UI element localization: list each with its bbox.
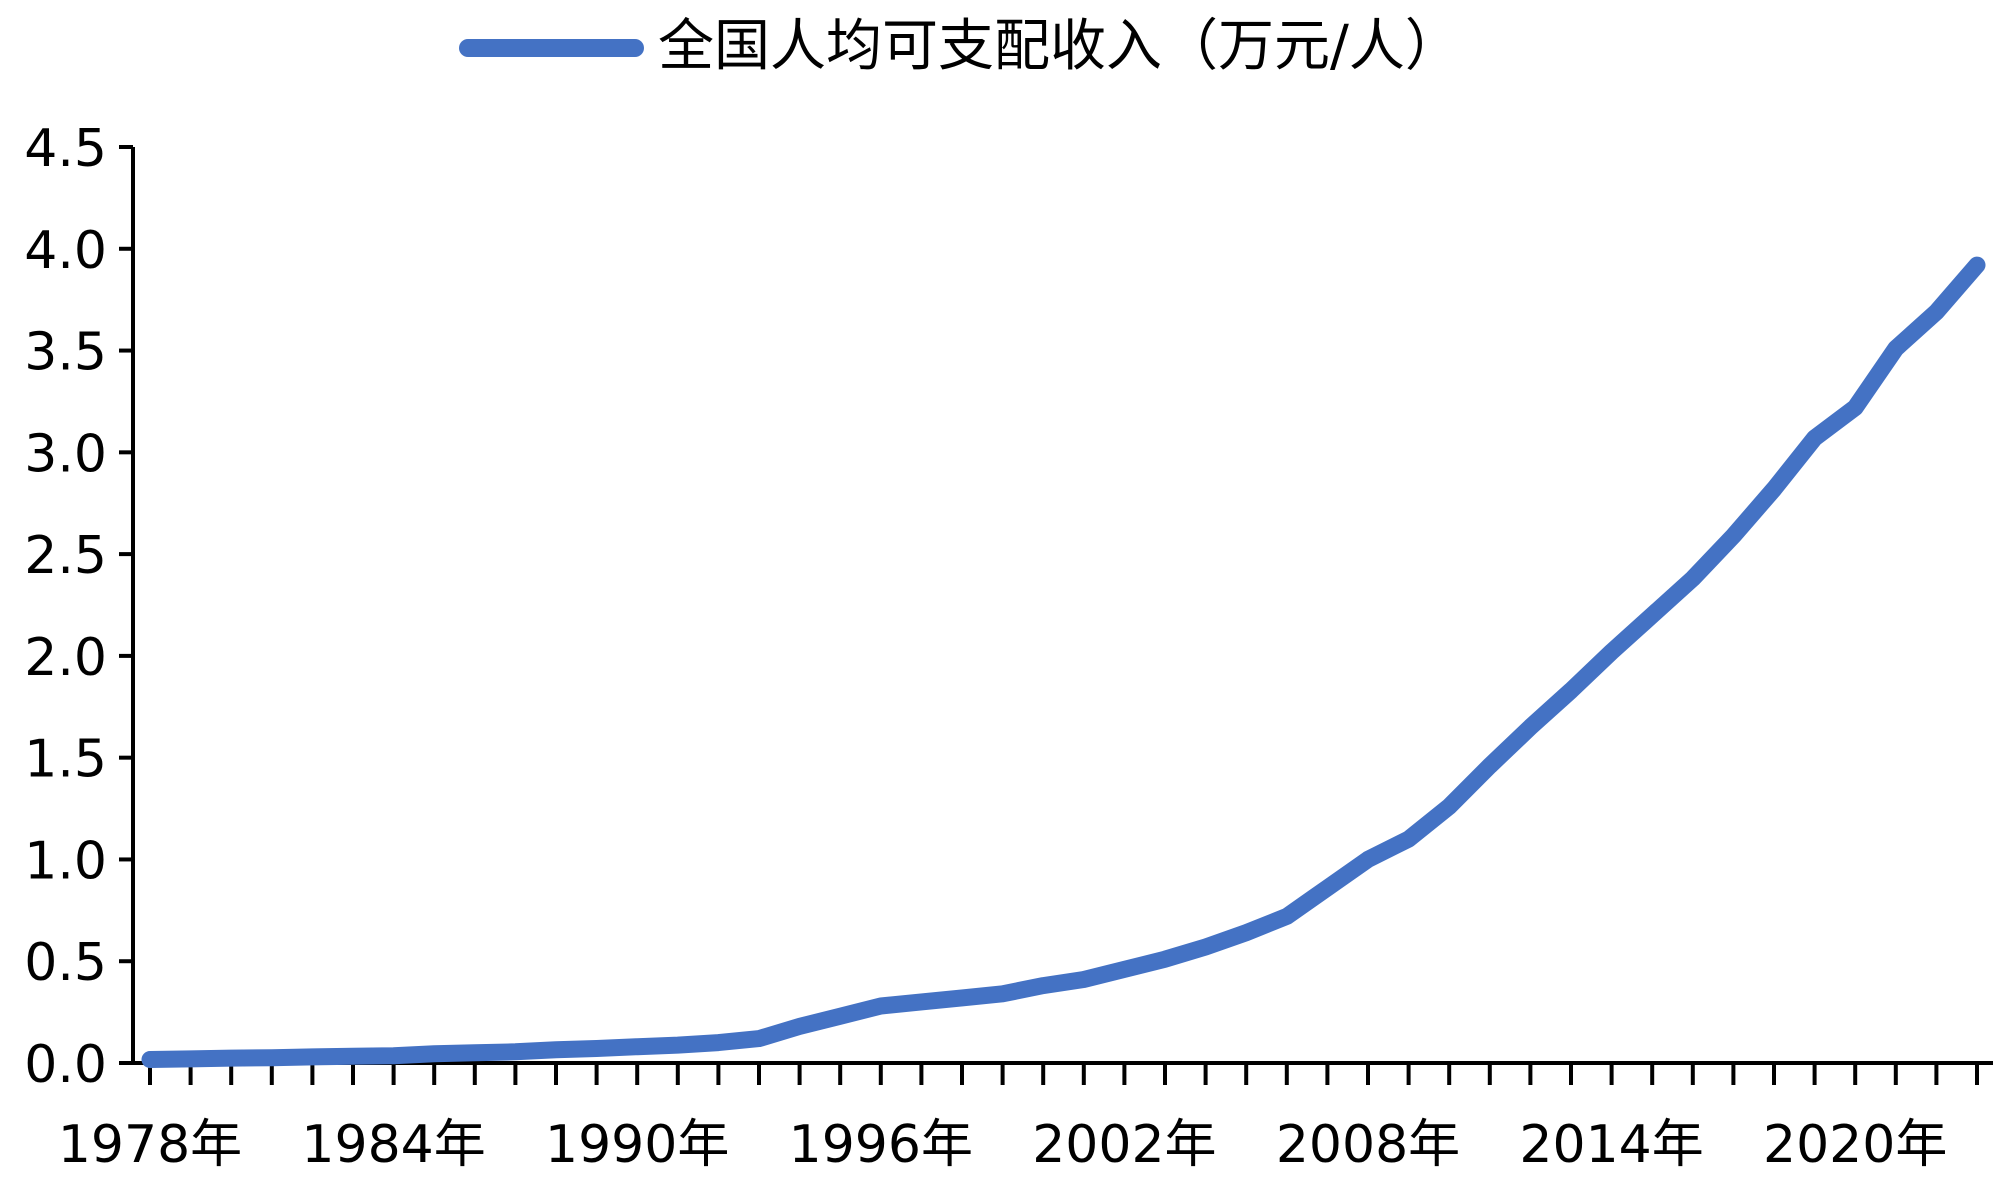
y-tick-label: 3.5 bbox=[24, 323, 107, 383]
y-tick-label: 3.0 bbox=[24, 424, 107, 484]
y-tick-label: 4.5 bbox=[24, 119, 107, 179]
y-tick-label: 2.5 bbox=[24, 526, 107, 586]
x-tick-label: 1996年 bbox=[789, 1115, 973, 1175]
y-tick-label: 2.0 bbox=[24, 628, 107, 688]
x-tick-label: 2020年 bbox=[1763, 1115, 1947, 1175]
y-tick-label: 0.0 bbox=[24, 1035, 107, 1095]
legend: 全国人均可支配收入（万元/人） bbox=[459, 14, 1461, 79]
y-tick-label: 1.5 bbox=[24, 730, 107, 790]
series-line bbox=[141, 256, 1986, 1068]
y-tick-label: 0.5 bbox=[24, 933, 107, 993]
x-tick-label: 2002年 bbox=[1032, 1115, 1216, 1175]
x-tick-label: 1984年 bbox=[301, 1115, 485, 1175]
x-tick-label: 1978年 bbox=[58, 1115, 242, 1175]
x-tick-label: 2008年 bbox=[1276, 1115, 1460, 1175]
y-tick-label: 4.0 bbox=[24, 221, 107, 281]
series-layer bbox=[141, 256, 1986, 1068]
x-axis: 1978年 1984年 1990年 1996年 2002年 2008年 2014年 2020年 bbox=[58, 1061, 1993, 1175]
x-tick-label: 1990年 bbox=[545, 1115, 729, 1175]
legend-label: 全国人均可支配收入（万元/人） bbox=[658, 14, 1461, 79]
x-tick-label: 2014年 bbox=[1519, 1115, 1703, 1175]
y-axis: 0.0 0.5 1.0 1.5 2.0 2.5 3.0 3.5 4.0 4.5 bbox=[24, 119, 135, 1095]
y-tick-label: 1.0 bbox=[24, 831, 107, 891]
